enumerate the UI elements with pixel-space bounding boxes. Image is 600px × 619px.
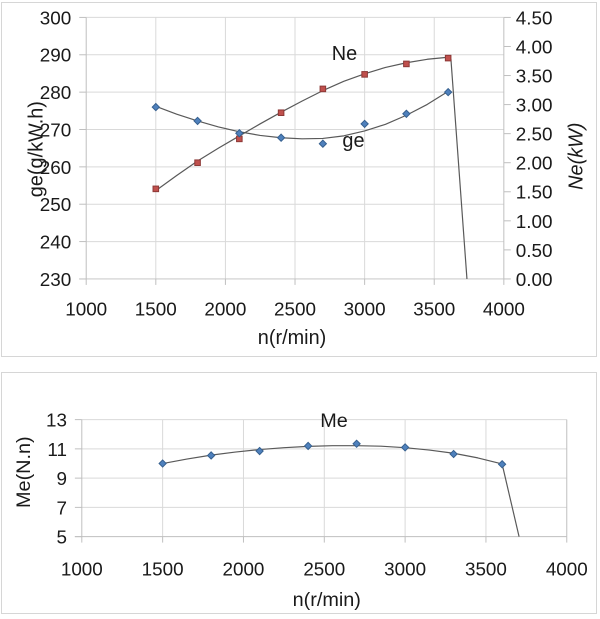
- tick-label: 4.50: [516, 8, 553, 29]
- axes: [79, 16, 511, 285]
- tick-label: 2500: [274, 300, 316, 321]
- trend-curve: [155, 56, 468, 279]
- tick-label: 11: [47, 439, 67, 460]
- left-axis-title: ge(g/kW.h): [25, 101, 47, 197]
- tick-label: 260: [40, 158, 72, 179]
- series-label: Me: [320, 410, 348, 432]
- tick-label: 3500: [465, 558, 507, 579]
- series-label: ge: [342, 130, 364, 152]
- tick-label: 2.00: [516, 154, 553, 175]
- tick-label: 270: [40, 120, 72, 141]
- data-point: [449, 449, 458, 459]
- data-point: [319, 85, 327, 93]
- series-Me: Me: [158, 410, 520, 537]
- data-point: [206, 451, 216, 460]
- tick-label: 1000: [61, 558, 103, 579]
- tick-label: 0.00: [516, 270, 553, 291]
- data-point: [403, 60, 410, 68]
- tick-label: 250: [40, 195, 72, 216]
- tick-label: 2.50: [516, 125, 553, 146]
- data-point: [277, 109, 285, 117]
- tick-label: 13: [46, 410, 67, 431]
- tick-label: 1500: [135, 300, 177, 321]
- tick-label: 1500: [142, 558, 184, 579]
- data-point: [255, 446, 264, 456]
- data-point: [361, 71, 368, 78]
- tick-label: 230: [40, 270, 72, 291]
- tick-label: 4.00: [516, 37, 553, 58]
- tick-label: 290: [40, 46, 72, 67]
- series-label: Ne: [332, 43, 357, 65]
- data-point: [360, 119, 369, 129]
- tick-label: 1.00: [516, 212, 553, 233]
- tick-label: 3000: [384, 558, 426, 579]
- data-point: [444, 54, 452, 62]
- series-ge: ge: [151, 87, 453, 152]
- bottom-chart-panel: 5 7 9 11 13 1000 1500 2000 2500 3000 3500 4000 n(r/m…: [1, 372, 597, 614]
- trend-curve: [162, 445, 520, 537]
- tick-label: 9: [56, 468, 66, 489]
- tick-label: 1.50: [516, 183, 553, 204]
- tick-label: 2000: [204, 300, 246, 321]
- gridlines: [81, 419, 567, 537]
- tick-label: 280: [40, 83, 72, 104]
- right-axis-title: Ne(kW): [565, 122, 587, 189]
- top-chart-panel: 230 240 250 260 270 280 290 300 0.00 0.50 1.00 1.50…: [1, 2, 597, 357]
- tick-label: 240: [40, 233, 72, 254]
- x-axis-title: n(r/min): [258, 327, 326, 349]
- trend-curve: [155, 90, 449, 140]
- data-point: [235, 128, 244, 138]
- data-point: [352, 439, 361, 449]
- data-point: [276, 133, 286, 142]
- data-point: [318, 139, 328, 148]
- tick-label: 4000: [483, 300, 525, 321]
- tick-label: 3000: [344, 300, 386, 321]
- data-point: [443, 87, 453, 97]
- tick-label: 300: [40, 8, 72, 29]
- tick-label: 3500: [413, 300, 455, 321]
- tick-label: 0.50: [516, 241, 553, 262]
- gridlines: [86, 16, 504, 279]
- tick-label: 7: [56, 497, 66, 518]
- tick-label: 5: [56, 527, 66, 548]
- data-point: [194, 159, 201, 166]
- tick-labels: 5 7 9 11 13 1000 1500 2000 2500 3000 3500 4000: [46, 410, 588, 580]
- left-axis-title: Me(N.n): [13, 436, 35, 508]
- data-point: [151, 102, 161, 112]
- tick-label: 2500: [303, 558, 345, 579]
- data-point: [158, 459, 167, 468]
- tick-label: 4000: [546, 558, 588, 579]
- x-axis-title: n(r/min): [293, 589, 361, 611]
- series-Ne: Ne: [152, 43, 468, 279]
- data-point: [402, 109, 411, 119]
- tick-label: 2000: [223, 558, 265, 579]
- data-point: [152, 185, 160, 193]
- top-chart: 230 240 250 260 270 280 290 300 0.00 0.50 1.00 1.50…: [25, 8, 587, 349]
- data-point: [193, 116, 202, 126]
- tick-label: 3.50: [516, 66, 553, 87]
- tick-labels: 230 240 250 260 270 280 290 300 0.00 0.50 1.00 1.50…: [40, 8, 553, 320]
- bottom-chart: 5 7 9 11 13 1000 1500 2000 2500 3000 3500 4000 n(r/m…: [13, 410, 588, 612]
- data-point: [303, 441, 313, 451]
- data-point: [400, 443, 410, 452]
- axes: [74, 419, 568, 543]
- tick-label: 3.00: [516, 96, 553, 117]
- tick-label: 1000: [65, 300, 107, 321]
- data-point: [497, 459, 507, 469]
